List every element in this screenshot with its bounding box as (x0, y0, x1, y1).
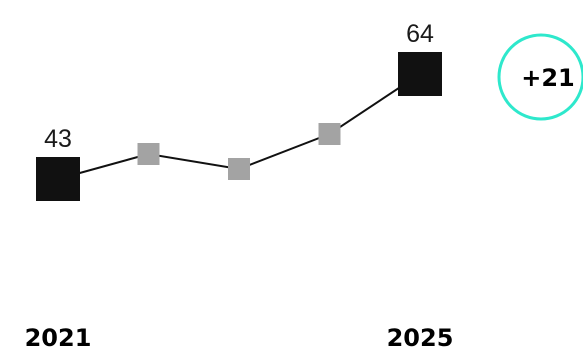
data-point-marker (318, 123, 341, 145)
data-point-marker (36, 157, 80, 201)
x-tick-label: 2021 (25, 324, 92, 352)
data-point-marker (228, 158, 250, 180)
data-value-label: 43 (44, 125, 72, 153)
data-point-marker (398, 52, 442, 96)
x-axis-labels-group: 2021 2025 (25, 324, 454, 352)
data-markers-group (36, 52, 442, 201)
delta-badge: +21 (497, 33, 583, 121)
value-labels-group: 43 64 (44, 20, 434, 153)
x-tick-label: 2025 (387, 324, 454, 352)
delta-badge-circle (497, 33, 583, 121)
data-point-marker (137, 143, 160, 165)
data-value-label: 64 (406, 20, 434, 48)
delta-badge-text: +21 (521, 64, 575, 92)
